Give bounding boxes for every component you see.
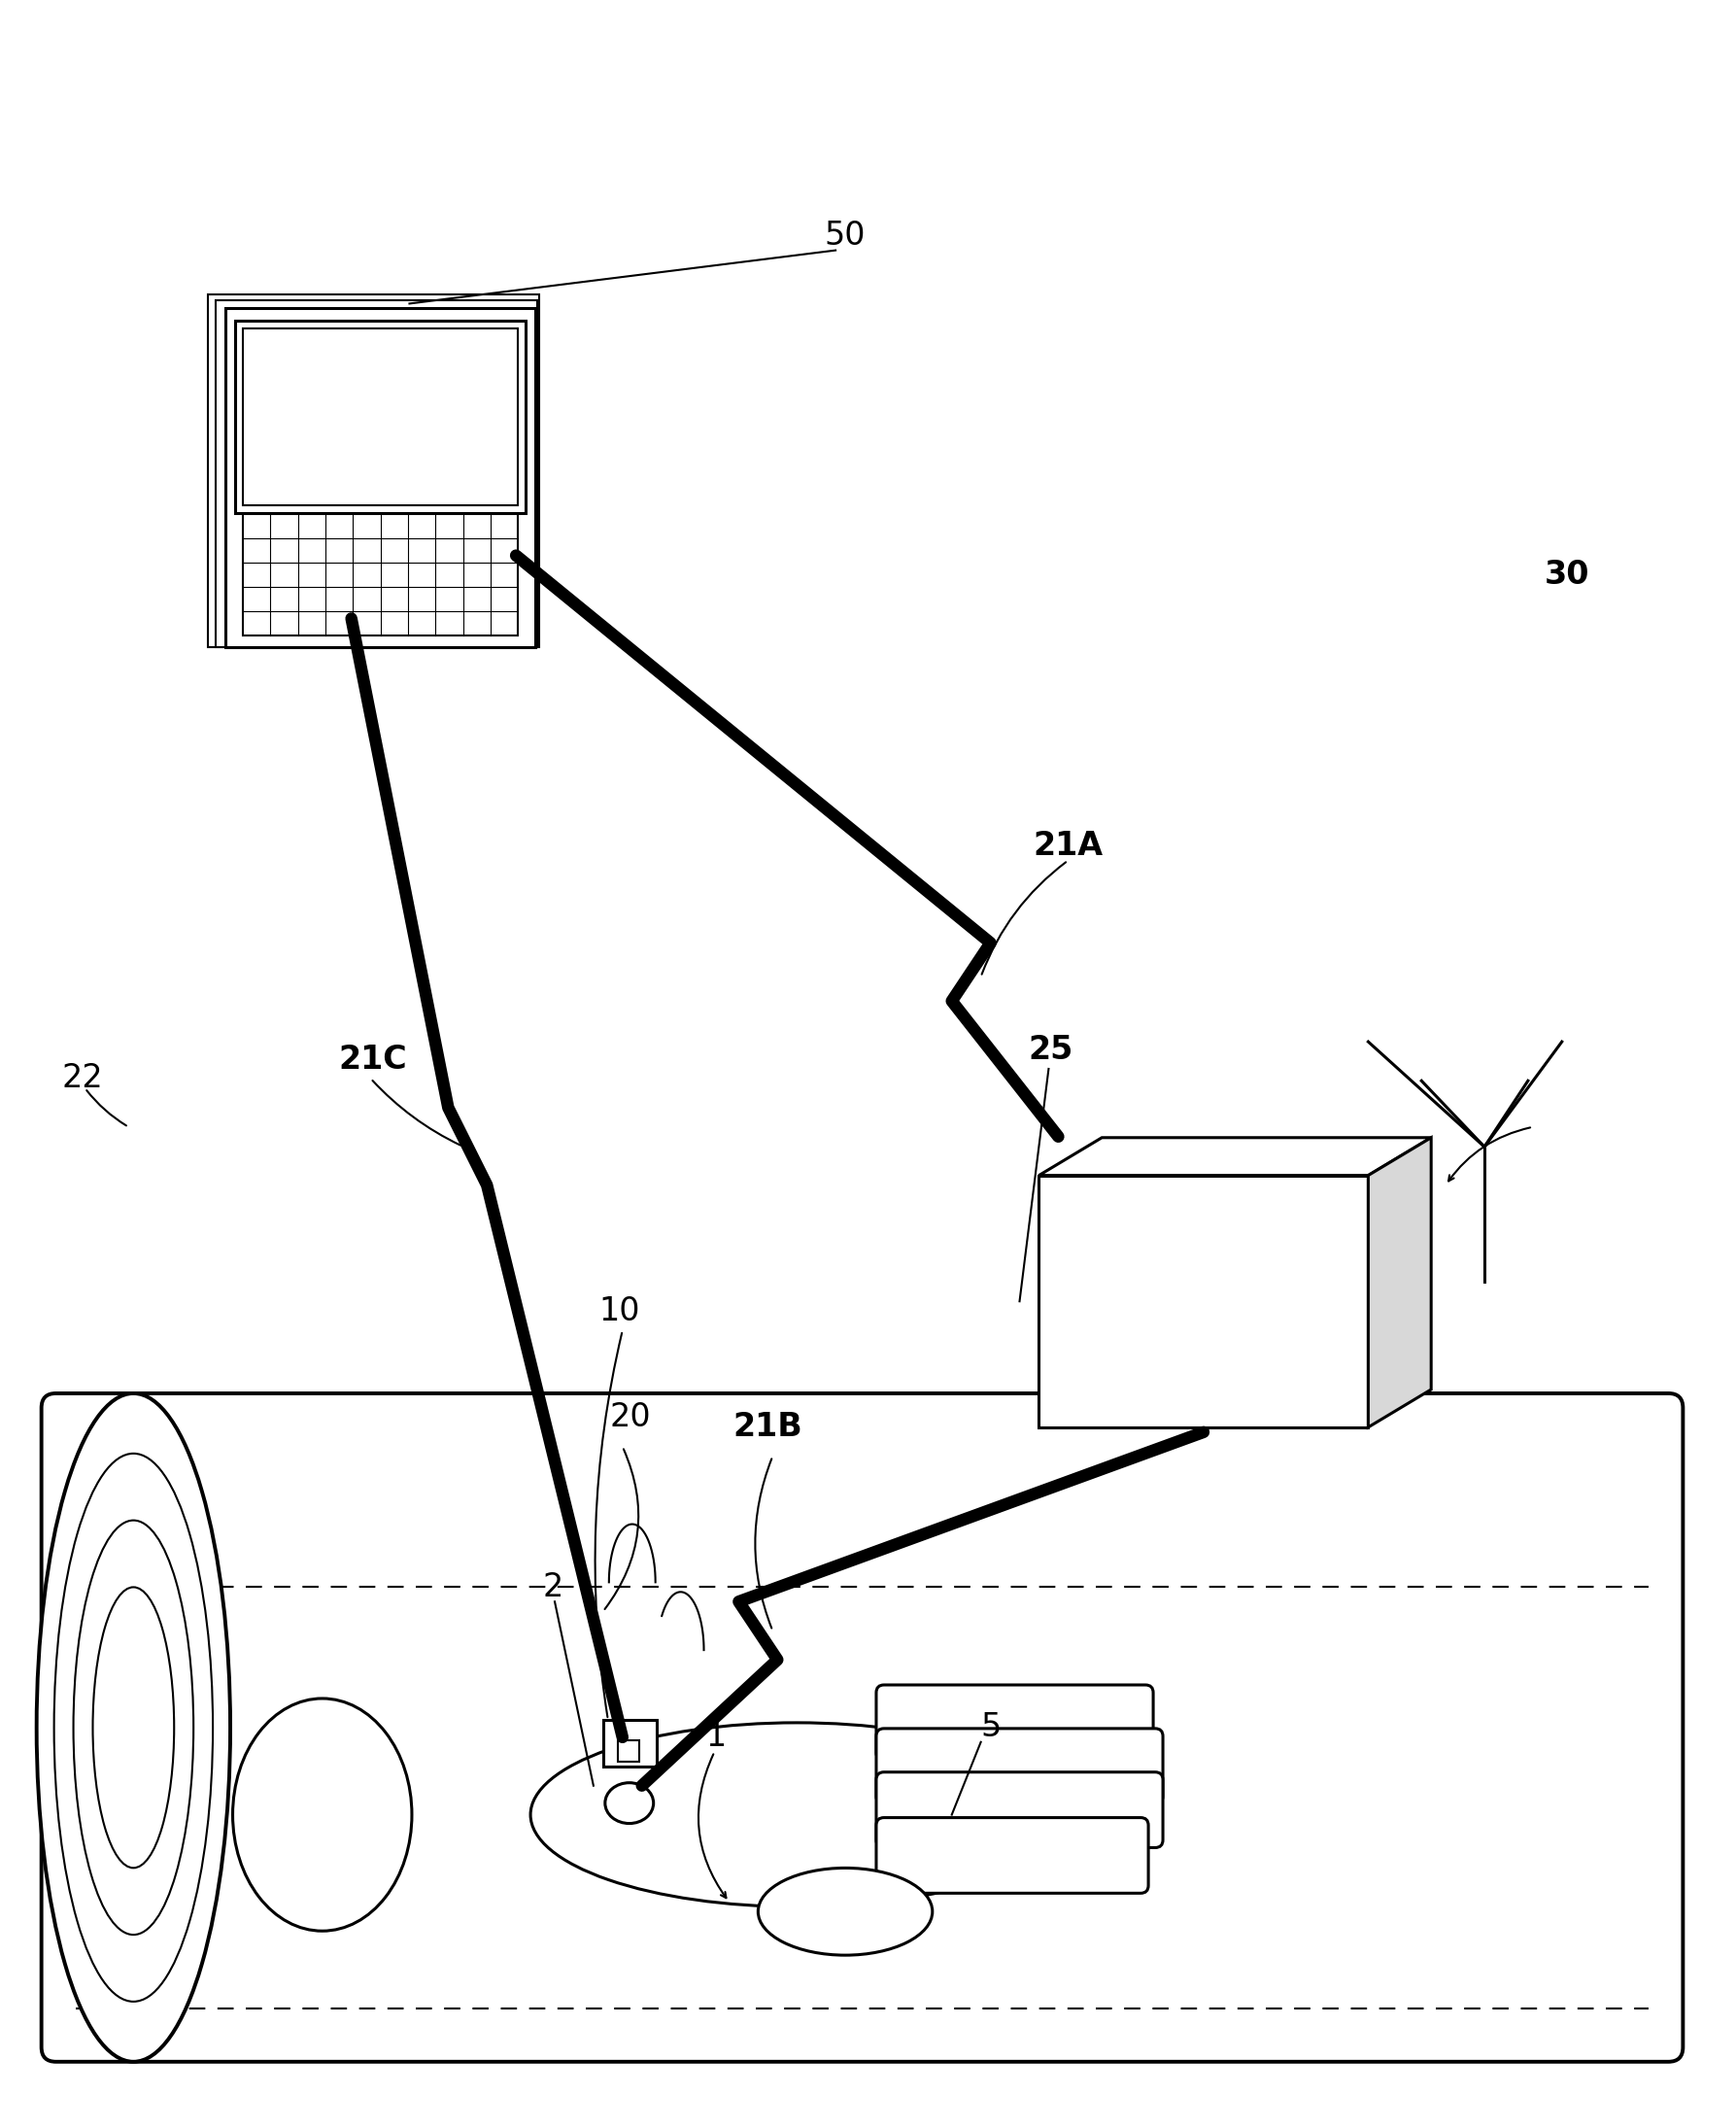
Bar	[618, 1741, 639, 1762]
Ellipse shape	[531, 1724, 1062, 1907]
Bar	[215, 300, 536, 647]
Text: 5: 5	[981, 1711, 1002, 1743]
Ellipse shape	[759, 1868, 932, 1956]
Bar	[602, 1719, 656, 1766]
Text: 25: 25	[1028, 1034, 1073, 1066]
Text: 10: 10	[599, 1296, 641, 1328]
FancyBboxPatch shape	[877, 1728, 1163, 1805]
Text: 2: 2	[542, 1570, 562, 1602]
Text: 22: 22	[61, 1062, 102, 1094]
Polygon shape	[1368, 1138, 1430, 1428]
Text: 21C: 21C	[339, 1043, 406, 1075]
FancyBboxPatch shape	[42, 1394, 1682, 2062]
FancyBboxPatch shape	[877, 1817, 1147, 1894]
Ellipse shape	[36, 1394, 231, 2062]
Ellipse shape	[606, 1783, 653, 1824]
Bar	[243, 513, 517, 636]
Polygon shape	[1038, 1138, 1430, 1175]
Text: 20: 20	[609, 1402, 651, 1434]
Text: 30: 30	[1543, 560, 1590, 592]
Text: 21A: 21A	[1033, 830, 1102, 862]
Bar	[226, 309, 535, 647]
Text: 1: 1	[707, 1722, 727, 1753]
Bar	[234, 321, 526, 513]
FancyBboxPatch shape	[877, 1773, 1163, 1847]
Bar	[208, 294, 538, 647]
Text: 50: 50	[825, 219, 866, 251]
Bar	[1038, 1175, 1368, 1428]
Ellipse shape	[233, 1698, 411, 1930]
Bar	[243, 330, 517, 504]
Text: 21B: 21B	[733, 1411, 802, 1443]
FancyBboxPatch shape	[877, 1685, 1153, 1760]
